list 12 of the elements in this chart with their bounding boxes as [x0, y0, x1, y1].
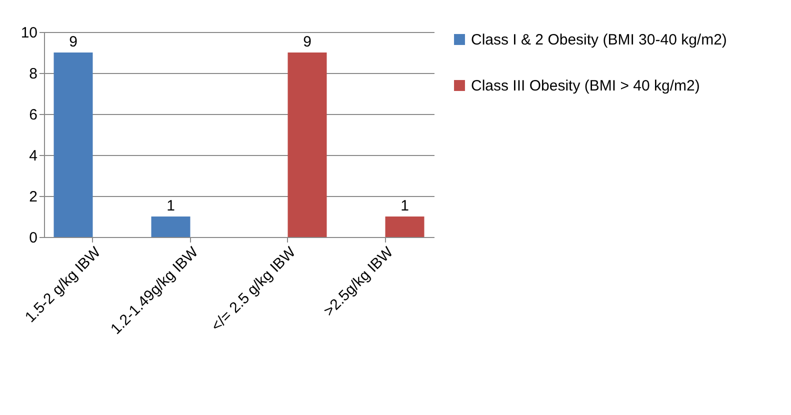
y-tick-label: 2: [29, 188, 38, 206]
y-tick-label: 10: [20, 24, 38, 42]
data-label: 1: [166, 198, 175, 214]
y-tick-label: 8: [29, 66, 38, 82]
y-tick-label: 4: [29, 148, 38, 164]
legend-label: Class III Obesity (BMI > 40 kg/m2): [471, 78, 700, 94]
y-tick-label: 6: [29, 106, 38, 124]
data-label: 1: [400, 198, 409, 214]
data-label: 9: [303, 34, 312, 50]
legend-label: Class I & 2 Obesity (BMI 30-40 kg/m2): [471, 32, 727, 48]
data-label: 9: [69, 34, 78, 50]
y-tick-label: 0: [29, 230, 38, 246]
